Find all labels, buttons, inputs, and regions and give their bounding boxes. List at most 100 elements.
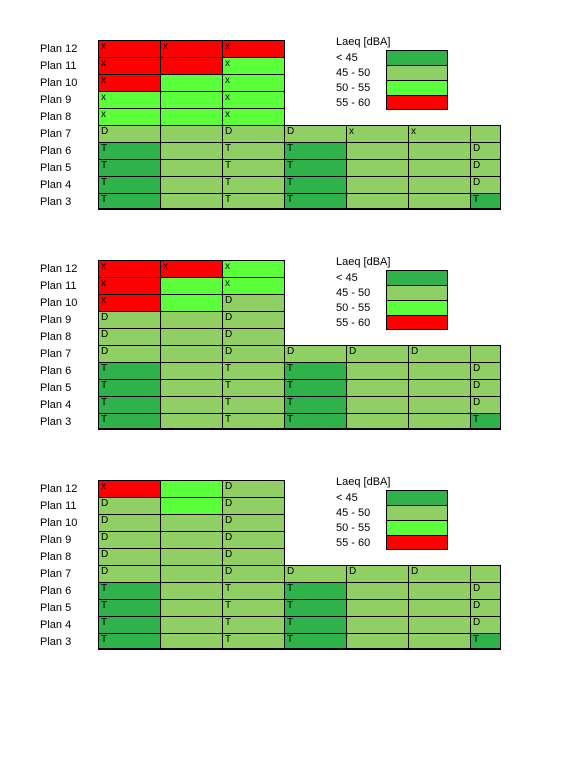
grid-cell: T xyxy=(223,634,285,648)
grid-cell: D xyxy=(347,346,409,362)
grid-row: Plan 7DDDDD xyxy=(20,565,547,582)
cells: xx xyxy=(98,277,285,294)
legend-swatch xyxy=(386,285,448,300)
grid-row: Plan 6TTTD xyxy=(20,582,547,599)
row-label: Plan 5 xyxy=(20,599,98,616)
grid-cell: D xyxy=(99,566,161,582)
grid-cell: x xyxy=(161,261,223,277)
grid-cell: D xyxy=(409,566,471,582)
cells: xx xyxy=(98,57,285,74)
grid-cell xyxy=(409,194,471,208)
grid-cell xyxy=(161,414,223,428)
row-label: Plan 11 xyxy=(20,497,98,514)
grid-cell xyxy=(409,363,471,379)
row-label: Plan 6 xyxy=(20,362,98,379)
grid-cell: D xyxy=(409,346,471,362)
grid-cell xyxy=(161,160,223,176)
grid-cell xyxy=(161,92,223,108)
row-label: Plan 8 xyxy=(20,328,98,345)
grid-cell: T xyxy=(285,380,347,396)
grid-cell: T xyxy=(99,143,161,159)
grid-cell: x xyxy=(99,58,161,74)
grid-cell xyxy=(161,583,223,599)
row-label: Plan 4 xyxy=(20,396,98,413)
grid-cell xyxy=(409,160,471,176)
legend-swatch xyxy=(386,315,448,330)
legend-row: 50 - 55 xyxy=(330,80,510,95)
grid-cell: T xyxy=(223,617,285,633)
grid-cell: T xyxy=(223,143,285,159)
grid-cell xyxy=(409,143,471,159)
grid-cell: T xyxy=(223,397,285,413)
grid-cell xyxy=(409,617,471,633)
grid-row: Plan 8xx xyxy=(20,108,547,125)
grid-cell xyxy=(347,160,409,176)
grid-cell: D xyxy=(471,143,501,159)
cells: TTTT xyxy=(98,193,501,210)
grid-cell: D xyxy=(223,566,285,582)
legend-swatch xyxy=(386,80,448,95)
legend-row: 55 - 60 xyxy=(330,315,510,330)
cells: xx xyxy=(98,74,285,91)
cells: DD xyxy=(98,548,285,565)
cells: DD xyxy=(98,328,285,345)
legend-row: 45 - 50 xyxy=(330,285,510,300)
grid-cell: D xyxy=(223,312,285,328)
grid-cell: T xyxy=(223,600,285,616)
grid-cell xyxy=(161,481,223,497)
grid-cell xyxy=(347,414,409,428)
grid-cell xyxy=(347,194,409,208)
legend-swatch xyxy=(386,65,448,80)
legend-swatch xyxy=(386,505,448,520)
row-label: Plan 4 xyxy=(20,616,98,633)
legend-row: < 45 xyxy=(330,490,510,505)
legend-swatch xyxy=(386,490,448,505)
grid-cell xyxy=(161,346,223,362)
row-label: Plan 8 xyxy=(20,108,98,125)
noise-panel: Laeq [dBA]< 4545 - 5050 - 5555 - 60Plan … xyxy=(20,480,547,650)
grid-cell: T xyxy=(223,194,285,208)
grid-cell: T xyxy=(99,634,161,648)
grid-cell: T xyxy=(223,583,285,599)
grid-cell: x xyxy=(223,109,285,125)
cells: xx xyxy=(98,91,285,108)
grid-cell xyxy=(161,380,223,396)
row-label: Plan 4 xyxy=(20,176,98,193)
grid-cell: D xyxy=(471,397,501,413)
legend-swatch xyxy=(386,95,448,110)
row-label: Plan 7 xyxy=(20,565,98,582)
grid-cell xyxy=(161,498,223,514)
grid-cell: T xyxy=(99,600,161,616)
grid-cell xyxy=(161,312,223,328)
row-label: Plan 9 xyxy=(20,311,98,328)
cells: xD xyxy=(98,294,285,311)
grid-cell: x xyxy=(223,75,285,91)
grid-cell xyxy=(161,397,223,413)
grid-cell xyxy=(347,583,409,599)
row-label: Plan 10 xyxy=(20,74,98,91)
row-label: Plan 7 xyxy=(20,125,98,142)
row-label: Plan 11 xyxy=(20,277,98,294)
legend-label: 45 - 50 xyxy=(330,65,386,80)
legend-swatch xyxy=(386,270,448,285)
grid-cell: x xyxy=(99,261,161,277)
grid-cell: T xyxy=(285,583,347,599)
grid-cell: D xyxy=(471,160,501,176)
grid-cell: T xyxy=(99,177,161,193)
grid-cell xyxy=(347,617,409,633)
grid-cell: D xyxy=(223,481,285,497)
grid-cell xyxy=(471,346,501,362)
grid-cell xyxy=(347,600,409,616)
cells: DD xyxy=(98,531,285,548)
row-label: Plan 9 xyxy=(20,91,98,108)
grid-cell: T xyxy=(285,194,347,208)
legend-label: 45 - 50 xyxy=(330,505,386,520)
grid-cell: x xyxy=(99,481,161,497)
grid-cell xyxy=(161,634,223,648)
grid-cell xyxy=(347,143,409,159)
grid-row: Plan 5TTTD xyxy=(20,379,547,396)
grid-row: Plan 4TTTD xyxy=(20,396,547,413)
row-label: Plan 12 xyxy=(20,260,98,277)
cells: TTTD xyxy=(98,599,501,616)
grid-cell: D xyxy=(471,380,501,396)
